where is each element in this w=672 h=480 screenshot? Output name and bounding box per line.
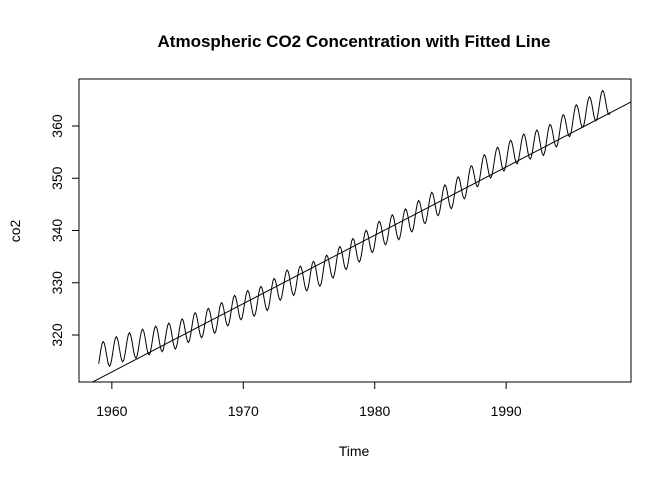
y-tick-label: 330 <box>49 271 65 295</box>
y-tick-label: 360 <box>49 114 65 138</box>
x-tick-label: 1970 <box>228 403 259 419</box>
x-tick-label: 1980 <box>359 403 390 419</box>
y-axis-label: co2 <box>7 220 23 243</box>
y-tick-label: 350 <box>49 166 65 190</box>
x-axis: 1960 1970 1980 1990 <box>96 381 522 419</box>
chart-title: Atmospheric CO2 Concentration with Fitte… <box>158 32 551 51</box>
plot-frame <box>78 78 632 383</box>
co2-series-line <box>98 89 611 368</box>
y-axis: 320 330 340 350 360 <box>49 114 80 347</box>
fitted-line <box>91 101 631 382</box>
x-axis-label: Time <box>339 443 370 459</box>
y-tick-label: 320 <box>49 323 65 347</box>
y-tick-label: 340 <box>49 219 65 243</box>
x-tick-label: 1960 <box>96 403 127 419</box>
x-tick-label: 1990 <box>491 403 522 419</box>
